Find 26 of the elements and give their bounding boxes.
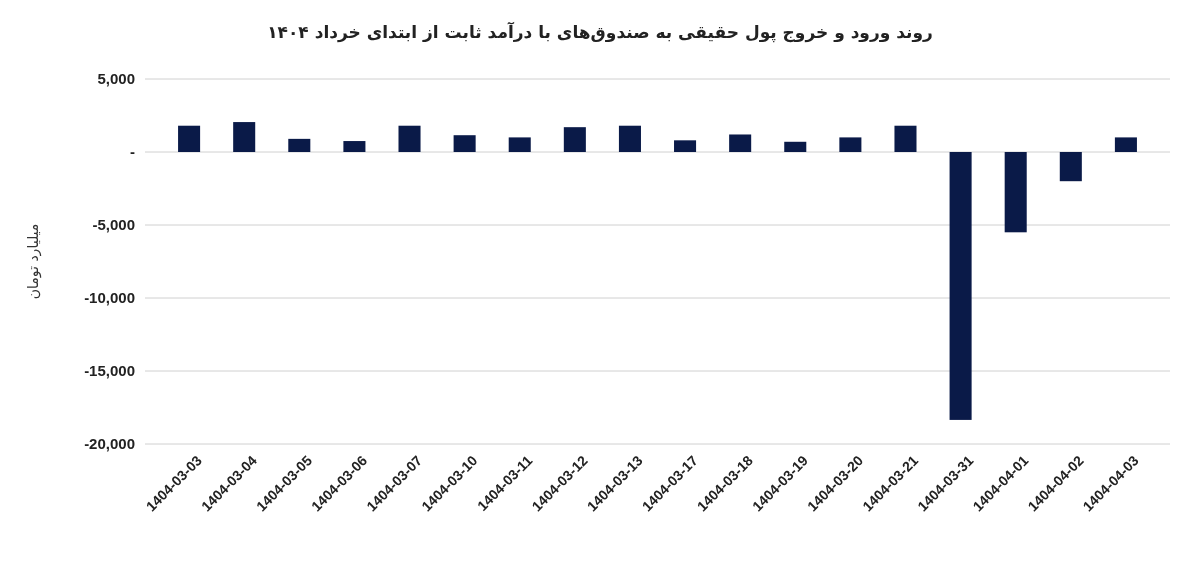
bar (398, 125, 421, 152)
bar (563, 127, 586, 152)
bar (343, 141, 366, 152)
y-tick-label: 5,000 (97, 70, 135, 88)
y-tick-label: -5,000 (92, 216, 135, 234)
chart-title: روند ورود و خروج پول حقیقی به صندوق‌های با درآمد ثابت از ابتدای خرداد ۱۴۰۴ (267, 21, 933, 43)
bar (1059, 152, 1082, 182)
bar (1114, 137, 1137, 152)
y-tick-label: - (130, 143, 135, 161)
bar (949, 152, 972, 420)
bar (839, 137, 862, 152)
bar (729, 134, 752, 152)
bar (288, 138, 311, 152)
y-axis-title: میلیارد تومان (25, 223, 42, 300)
bar (453, 135, 476, 152)
bar (618, 125, 641, 152)
bar (784, 141, 807, 152)
bar (1004, 152, 1027, 233)
y-tick-label: -20,000 (84, 435, 135, 453)
bar (894, 125, 917, 152)
y-tick-label: -10,000 (84, 289, 135, 307)
bar (178, 125, 201, 152)
bar (508, 137, 531, 152)
bar (674, 140, 697, 152)
y-tick-label: -15,000 (84, 362, 135, 380)
bar (233, 122, 256, 152)
